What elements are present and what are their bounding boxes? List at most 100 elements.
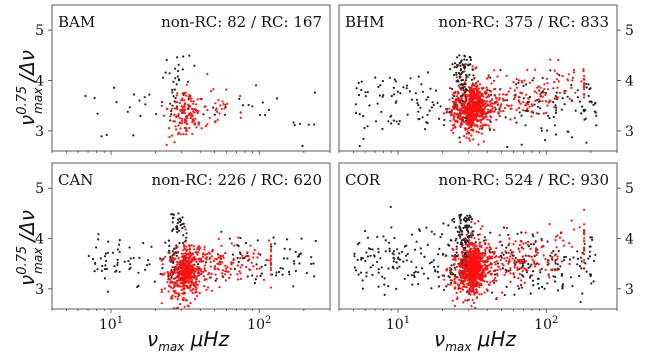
data-point bbox=[388, 247, 391, 250]
panel-frame bbox=[51, 162, 331, 310]
data-point bbox=[532, 284, 535, 287]
data-point bbox=[175, 83, 178, 86]
data-point bbox=[184, 248, 187, 251]
data-point bbox=[453, 100, 456, 103]
data-point bbox=[479, 257, 482, 261]
data-point bbox=[538, 89, 541, 92]
data-point bbox=[381, 127, 384, 130]
data-point bbox=[171, 104, 174, 107]
data-point bbox=[181, 281, 184, 284]
data-point bbox=[128, 246, 131, 249]
data-point bbox=[397, 257, 400, 260]
data-point bbox=[181, 227, 184, 230]
data-point bbox=[511, 251, 515, 254]
data-point bbox=[476, 290, 479, 293]
data-point bbox=[442, 124, 446, 127]
data-point bbox=[589, 87, 592, 90]
data-point bbox=[237, 260, 240, 264]
data-point bbox=[513, 276, 516, 279]
data-point bbox=[106, 290, 109, 293]
data-point bbox=[534, 241, 537, 244]
data-point bbox=[392, 256, 395, 259]
data-point bbox=[530, 255, 533, 259]
data-point bbox=[191, 264, 194, 267]
data-point bbox=[449, 283, 452, 286]
data-point bbox=[470, 101, 473, 104]
data-point bbox=[190, 244, 193, 247]
data-point bbox=[539, 107, 542, 110]
data-point bbox=[232, 257, 235, 260]
data-point bbox=[503, 257, 506, 260]
data-point bbox=[294, 250, 297, 253]
data-point bbox=[468, 275, 471, 278]
data-point bbox=[531, 105, 534, 108]
data-point bbox=[463, 266, 466, 269]
data-point bbox=[182, 297, 185, 300]
data-point bbox=[451, 247, 454, 250]
data-point bbox=[223, 107, 226, 110]
data-point bbox=[432, 103, 435, 106]
data-point bbox=[238, 270, 241, 273]
data-point bbox=[451, 258, 455, 261]
data-point bbox=[551, 255, 554, 258]
data-point bbox=[171, 91, 174, 94]
data-point bbox=[377, 85, 380, 88]
data-point bbox=[517, 247, 520, 250]
data-point bbox=[506, 145, 509, 149]
data-point bbox=[239, 277, 242, 280]
data-point bbox=[453, 73, 456, 76]
data-point bbox=[536, 277, 540, 280]
data-point bbox=[420, 252, 423, 255]
data-point bbox=[219, 255, 223, 258]
data-point bbox=[423, 255, 426, 258]
data-point bbox=[459, 261, 462, 264]
data-point bbox=[105, 267, 108, 270]
data-point bbox=[363, 229, 367, 233]
data-point bbox=[413, 275, 416, 279]
data-point bbox=[477, 80, 480, 83]
data-point bbox=[464, 241, 467, 244]
data-point bbox=[224, 252, 227, 255]
data-point bbox=[184, 228, 187, 231]
data-point bbox=[470, 252, 473, 255]
data-point bbox=[478, 83, 482, 86]
data-point bbox=[498, 255, 501, 259]
data-point bbox=[550, 251, 553, 255]
data-point bbox=[462, 276, 465, 279]
data-point bbox=[426, 96, 430, 99]
data-point bbox=[165, 58, 168, 62]
data-point bbox=[294, 269, 297, 272]
data-point bbox=[530, 110, 533, 114]
data-point bbox=[443, 118, 446, 122]
data-point bbox=[377, 271, 380, 274]
data-point bbox=[469, 58, 472, 62]
data-point bbox=[472, 117, 475, 121]
data-point bbox=[127, 260, 130, 263]
data-point bbox=[163, 272, 166, 275]
data-point bbox=[470, 236, 473, 239]
data-point bbox=[580, 80, 583, 83]
data-point bbox=[554, 262, 557, 265]
data-point bbox=[357, 93, 361, 97]
data-point bbox=[286, 238, 289, 241]
data-point bbox=[207, 251, 211, 254]
data-point bbox=[558, 236, 562, 239]
data-point bbox=[395, 287, 398, 290]
data-point bbox=[541, 76, 544, 79]
data-point bbox=[495, 247, 498, 250]
data-point bbox=[564, 89, 567, 92]
data-point bbox=[132, 134, 135, 137]
data-point bbox=[467, 119, 470, 122]
data-point bbox=[563, 256, 566, 259]
data-point bbox=[169, 115, 172, 118]
data-point bbox=[468, 73, 471, 76]
data-point bbox=[457, 286, 460, 289]
data-point bbox=[173, 88, 176, 91]
data-point bbox=[522, 84, 525, 87]
data-point bbox=[214, 102, 217, 105]
data-point bbox=[475, 260, 478, 263]
data-point bbox=[519, 102, 522, 105]
data-point bbox=[181, 117, 184, 120]
